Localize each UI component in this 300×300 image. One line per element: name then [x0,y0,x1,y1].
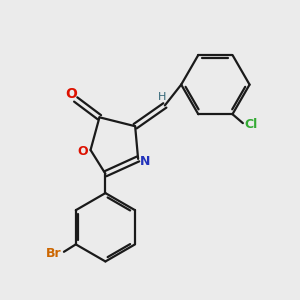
Text: Cl: Cl [244,118,258,131]
Text: Br: Br [46,247,61,260]
Text: O: O [78,145,88,158]
Text: O: O [65,87,77,101]
Text: H: H [158,92,166,102]
Text: N: N [140,155,150,168]
